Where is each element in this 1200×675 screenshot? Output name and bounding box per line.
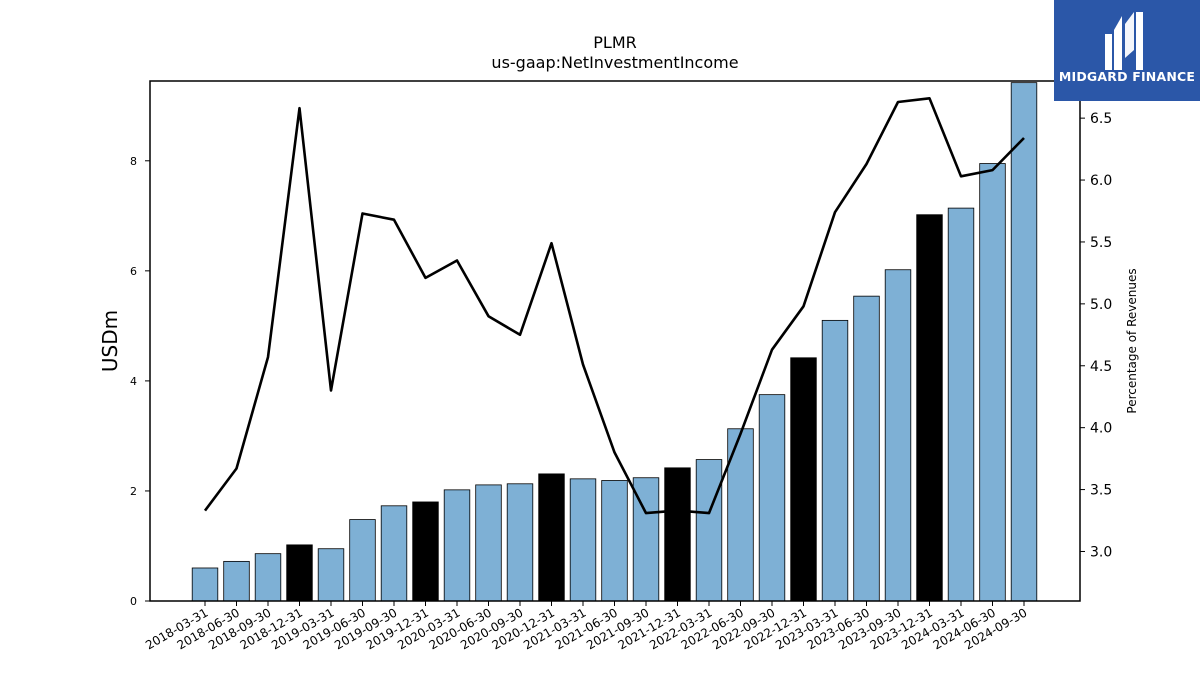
midgard-logo-icon xyxy=(1105,12,1143,70)
y2-tick-label: 6.0 xyxy=(1090,173,1112,189)
bar xyxy=(601,480,628,602)
bar xyxy=(506,483,534,602)
y2-tick-label: 4.0 xyxy=(1090,421,1112,437)
bar xyxy=(223,560,250,602)
bar xyxy=(380,505,408,602)
bar xyxy=(286,544,313,602)
bar xyxy=(884,269,912,602)
bar xyxy=(412,501,439,602)
bar xyxy=(317,548,345,602)
y2-tick-label: 5.5 xyxy=(1090,235,1112,251)
bar xyxy=(475,484,502,602)
bar xyxy=(821,319,849,602)
x-axis: 2018-03-312018-06-302018-09-302018-12-31… xyxy=(143,601,1030,652)
bar xyxy=(569,478,597,602)
chart-title: PLMR xyxy=(593,33,636,52)
y-axis-right-label: Percentage of Revenues xyxy=(1125,268,1139,413)
bar xyxy=(979,163,1006,602)
y-tick-label: 4 xyxy=(130,375,137,388)
bar-series xyxy=(191,82,1038,602)
bar xyxy=(254,553,282,602)
bar xyxy=(443,489,471,602)
y-axis-label: USDm xyxy=(98,310,122,372)
bar xyxy=(349,519,376,602)
y2-tick-label: 3.5 xyxy=(1090,483,1112,499)
y2-tick-label: 3.0 xyxy=(1090,544,1112,560)
bar xyxy=(191,567,219,602)
chart-subtitle: us-gaap:NetInvestmentIncome xyxy=(491,53,738,72)
y-tick-label: 0 xyxy=(130,595,137,608)
y2-tick-label: 6.5 xyxy=(1090,111,1112,127)
bar xyxy=(947,207,975,602)
bar xyxy=(538,473,565,602)
bar xyxy=(695,459,723,602)
bar xyxy=(916,214,943,602)
y-tick-label: 8 xyxy=(130,155,137,168)
y-axis-left: 0 2 4 6 8 xyxy=(130,155,150,608)
bar xyxy=(1010,82,1038,602)
brand-name: MIDGARD FINANCE xyxy=(1058,69,1196,84)
bar xyxy=(758,394,786,602)
bar xyxy=(853,295,880,602)
percentage-line xyxy=(203,97,1025,515)
bar xyxy=(664,467,691,602)
y2-tick-label: 5.0 xyxy=(1090,297,1112,313)
line-series xyxy=(203,97,1025,515)
y-axis-right: 3.0 3.5 4.0 4.5 5.0 5.5 6.0 6.5 xyxy=(1080,111,1112,560)
bar xyxy=(790,357,817,602)
y-tick-label: 2 xyxy=(130,485,137,498)
brand-logo: MIDGARD FINANCE xyxy=(1054,0,1200,101)
y2-tick-label: 4.5 xyxy=(1090,359,1112,375)
y-tick-label: 6 xyxy=(130,265,137,278)
